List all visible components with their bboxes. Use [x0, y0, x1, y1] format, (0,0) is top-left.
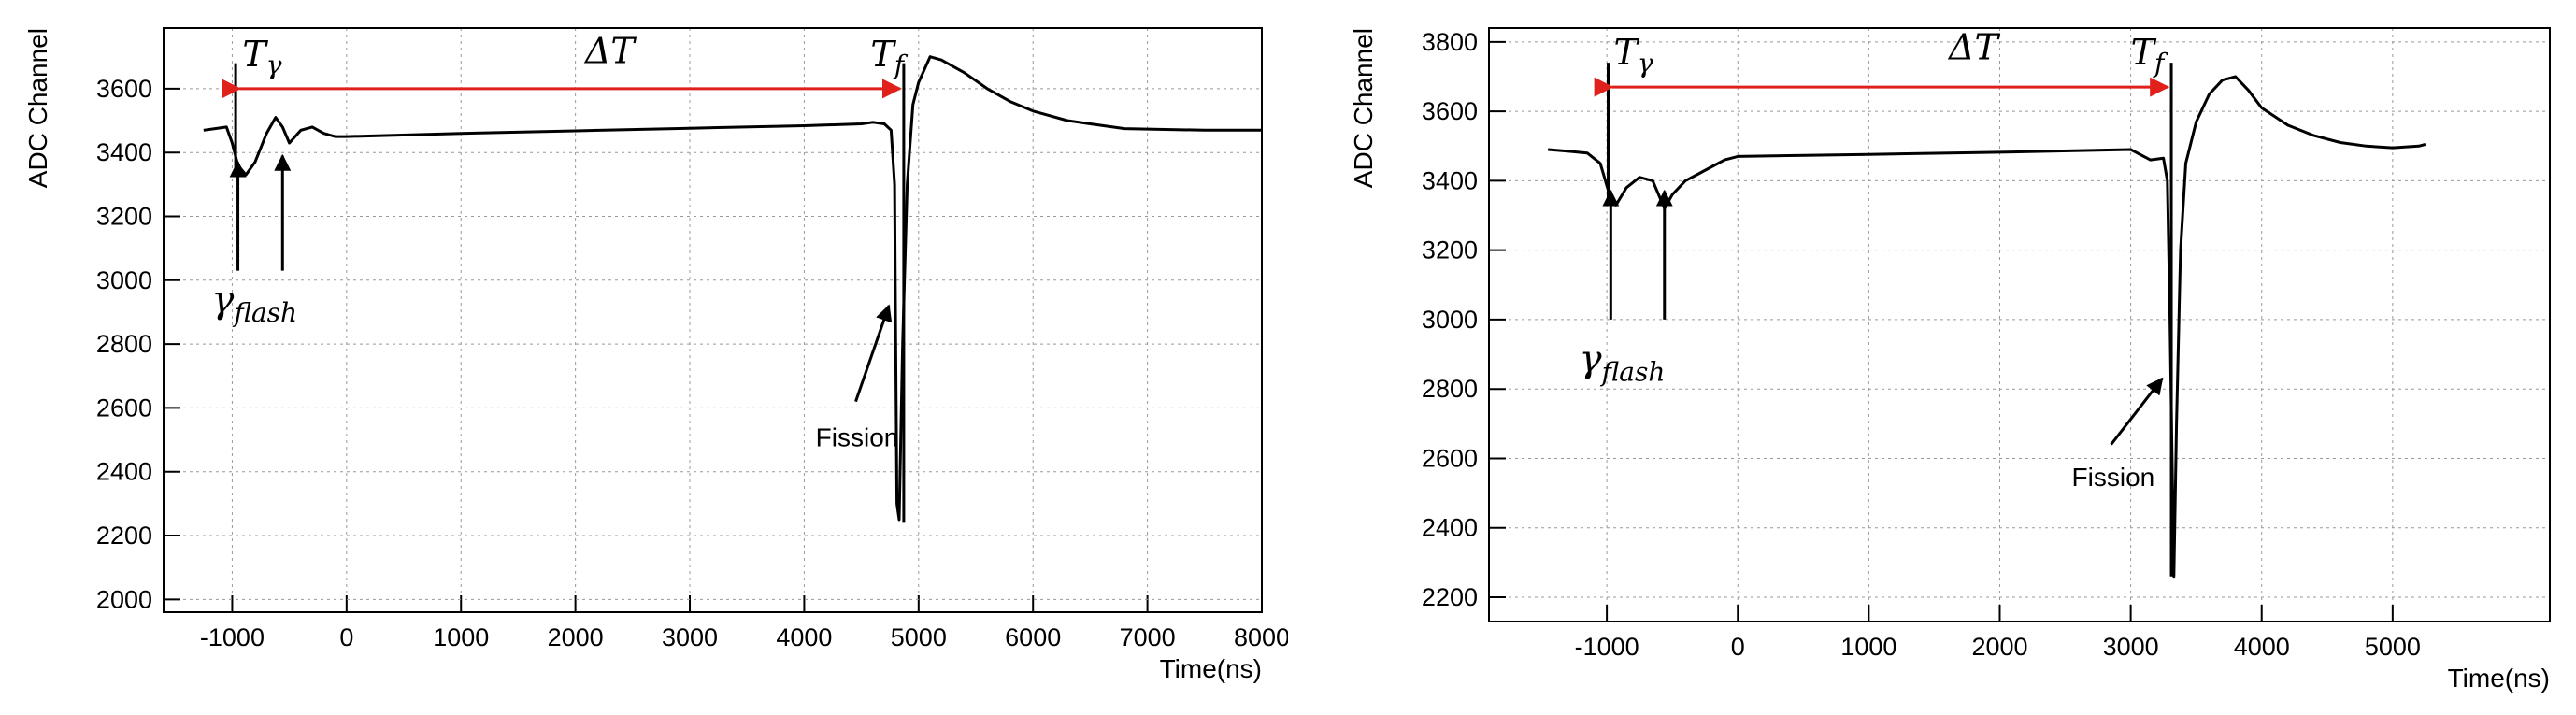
t-gamma-sub: γ: [266, 50, 282, 80]
t-gamma-label: Tγ: [1614, 32, 1653, 79]
y-tick-label: 3800: [1422, 28, 1478, 56]
x-tick-label: 4000: [2234, 633, 2290, 661]
y-tick-label: 3400: [1422, 166, 1478, 194]
left-chart: -1000 0 1000 2000 3000 4000 5000 6000 7000 8000 20…: [23, 27, 1290, 683]
y-tick-label: 3600: [96, 75, 152, 103]
right-chart: -1000 0 1000 2000 3000 4000 5000 2200 2400 2600 28…: [1349, 26, 2551, 693]
t-f-label: Tf: [870, 34, 908, 80]
x-tick-label: 0: [1731, 633, 1745, 661]
y-tick-label: 3000: [1422, 306, 1478, 334]
t-gamma-sub: γ: [1638, 48, 1653, 79]
left-chart-panel: -1000 0 1000 2000 3000 4000 5000 6000 7000 8000 20…: [0, 0, 1290, 710]
delta-t-label: ΔT: [1947, 26, 2000, 67]
x-tick-label: 2000: [1971, 633, 2027, 661]
x-tick-label: 5000: [891, 623, 947, 651]
plot-frame: [1488, 27, 2551, 622]
fission-arrow: [854, 304, 893, 403]
gamma-flash-main: γ: [1580, 338, 1602, 381]
y-tick-label: 3000: [96, 266, 152, 294]
x-tick-label: -1000: [200, 623, 265, 651]
t-gamma-label: Tγ: [242, 34, 281, 80]
x-tick-label: 4000: [776, 623, 832, 651]
gamma-flash-sub: flash: [1600, 357, 1666, 388]
t-gamma-main: T: [242, 34, 268, 75]
x-tick-label: 6000: [1005, 623, 1061, 651]
t-f-sub: f: [2153, 48, 2168, 79]
x-tick-label: 7000: [1120, 623, 1176, 651]
y-tick-label: 2600: [1422, 444, 1478, 472]
gamma-flash-main: γ: [211, 279, 234, 322]
x-tick-label: 2000: [548, 623, 604, 651]
y-tick-label: 2400: [1422, 514, 1478, 542]
y-tick-label: 2800: [96, 330, 152, 358]
t-f-label: Tf: [2131, 32, 2168, 79]
x-tick-label: -1000: [1575, 633, 1639, 661]
x-axis-label: Time(ns): [1160, 654, 1262, 683]
x-tick-label: 8000: [1234, 623, 1288, 651]
fission-label: Fission: [2072, 463, 2155, 492]
signal-trace: [203, 55, 1262, 522]
delta-t-label: ΔT: [583, 31, 637, 72]
t-f-main: T: [870, 34, 896, 75]
y-tick-label: 3600: [1422, 97, 1478, 125]
y-tick-label: 2400: [96, 458, 152, 486]
t-f-main: T: [2131, 32, 2157, 73]
y-tick-label: 3200: [96, 203, 152, 231]
y-tick-label: 2800: [1422, 375, 1478, 403]
t-gamma-main: T: [1614, 32, 1640, 73]
y-axis-label: ADC Channel: [23, 28, 52, 188]
y-tick-label: 2600: [96, 393, 152, 422]
y-tick-label: 2200: [1422, 583, 1478, 611]
x-tick-label: 0: [339, 623, 353, 651]
gamma-flash-sub: flash: [232, 297, 297, 328]
right-chart-panel: -1000 0 1000 2000 3000 4000 5000 2200 2400 2600 28…: [1288, 0, 2576, 710]
x-tick-label: 1000: [1840, 633, 1896, 661]
plot-frame: [163, 27, 1263, 613]
fission-arrow: [2110, 377, 2164, 446]
y-axis-label: ADC Channel: [1349, 28, 1378, 188]
y-tick-label: 3400: [96, 138, 152, 166]
y-tick-label: 2000: [96, 585, 152, 613]
t-f-sub: f: [893, 50, 909, 80]
signal-trace: [1547, 75, 2426, 579]
x-tick-label: 5000: [2365, 633, 2421, 661]
gamma-flash-label: γflash: [211, 279, 297, 328]
x-tick-label: 1000: [433, 623, 489, 651]
x-axis-label: Time(ns): [2448, 664, 2550, 693]
fission-label: Fission: [816, 422, 899, 451]
x-tick-label: 3000: [662, 623, 718, 651]
gamma-flash-label: γflash: [1580, 338, 1666, 388]
x-tick-label: 3000: [2103, 633, 2159, 661]
y-tick-label: 3200: [1422, 236, 1478, 265]
y-tick-label: 2200: [96, 522, 152, 550]
